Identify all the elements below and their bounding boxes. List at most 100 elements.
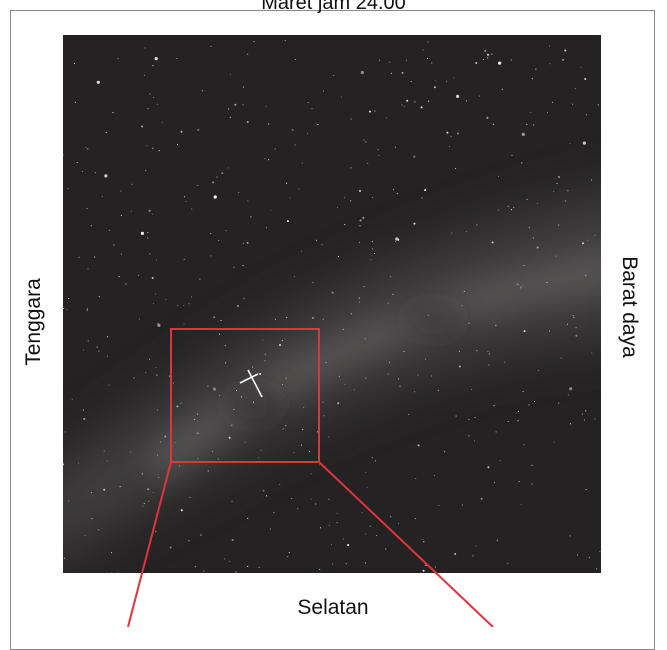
star xyxy=(456,94,460,98)
star xyxy=(336,522,338,524)
star xyxy=(575,327,577,329)
star xyxy=(577,554,579,556)
star xyxy=(453,77,455,79)
star xyxy=(218,239,220,242)
star xyxy=(142,505,144,507)
star xyxy=(286,182,288,184)
star xyxy=(138,274,140,276)
star xyxy=(410,80,412,83)
star xyxy=(344,197,346,199)
star xyxy=(253,41,255,43)
star xyxy=(247,53,249,55)
star xyxy=(333,75,335,77)
star xyxy=(365,471,367,473)
star xyxy=(546,281,548,284)
star xyxy=(395,240,397,243)
star xyxy=(414,518,416,520)
star xyxy=(285,377,287,379)
star xyxy=(247,517,249,519)
star xyxy=(518,481,520,483)
star xyxy=(310,473,312,475)
star xyxy=(262,489,265,492)
star xyxy=(160,441,162,443)
star xyxy=(148,209,151,212)
night-sky-photo xyxy=(63,35,601,573)
star xyxy=(210,45,212,47)
star xyxy=(546,112,549,114)
star xyxy=(521,132,525,136)
star xyxy=(360,70,364,75)
star xyxy=(322,318,324,320)
star xyxy=(199,278,201,280)
star xyxy=(250,216,252,218)
star xyxy=(476,350,478,352)
star xyxy=(421,197,423,199)
star xyxy=(84,535,86,537)
star xyxy=(233,266,235,268)
star xyxy=(96,346,98,348)
star xyxy=(176,405,179,408)
star xyxy=(293,451,295,454)
star xyxy=(328,436,330,438)
star xyxy=(387,302,389,304)
star xyxy=(353,389,355,391)
star xyxy=(454,168,457,170)
star xyxy=(183,258,185,261)
star xyxy=(425,565,427,567)
star xyxy=(293,275,296,277)
star xyxy=(480,497,483,500)
star xyxy=(113,244,115,246)
star xyxy=(284,40,286,42)
star xyxy=(427,314,429,316)
star xyxy=(415,477,417,480)
star xyxy=(336,512,338,514)
star xyxy=(169,546,172,549)
star xyxy=(156,103,158,105)
star xyxy=(244,379,246,381)
star xyxy=(362,216,365,219)
star xyxy=(406,99,409,102)
star xyxy=(196,432,199,435)
star xyxy=(133,377,135,379)
star xyxy=(67,188,69,190)
star xyxy=(176,143,179,146)
star xyxy=(562,58,565,61)
star xyxy=(146,145,148,147)
star xyxy=(337,256,340,258)
star xyxy=(155,367,157,369)
star xyxy=(71,398,73,400)
star xyxy=(433,474,436,477)
star xyxy=(424,189,427,192)
star xyxy=(220,319,222,321)
star xyxy=(141,125,144,128)
star xyxy=(371,457,373,459)
star xyxy=(244,441,246,443)
star xyxy=(105,131,107,133)
star xyxy=(158,477,160,479)
star xyxy=(340,482,342,484)
star xyxy=(161,121,163,123)
star xyxy=(374,110,376,112)
star xyxy=(564,49,567,52)
star xyxy=(392,293,394,295)
star xyxy=(377,149,379,151)
star xyxy=(507,420,509,423)
star xyxy=(575,334,578,337)
star xyxy=(91,518,93,520)
star xyxy=(152,302,154,305)
star xyxy=(431,62,433,64)
star xyxy=(588,557,590,559)
star xyxy=(401,104,403,106)
star xyxy=(247,565,249,567)
star xyxy=(495,431,497,433)
star xyxy=(555,255,557,257)
star xyxy=(486,116,489,119)
star xyxy=(378,154,380,157)
star xyxy=(359,219,362,222)
star xyxy=(74,101,76,103)
star xyxy=(246,241,249,244)
star xyxy=(315,503,317,505)
star xyxy=(587,239,589,241)
star xyxy=(504,361,506,363)
star xyxy=(403,350,405,353)
